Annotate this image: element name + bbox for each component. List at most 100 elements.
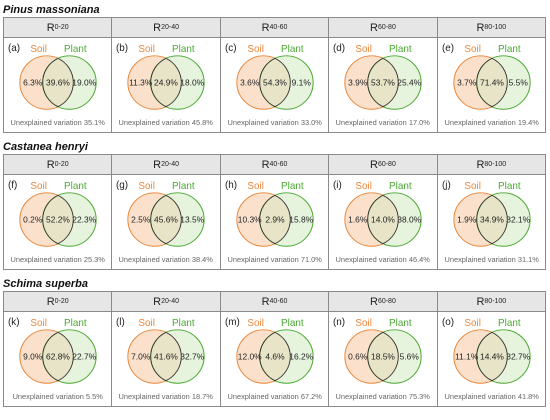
venn-panel: R 20-40 (g) Soil Plant 2.5% 45.6% 13.5% Unexplai…	[112, 155, 221, 270]
depth-range: 60-80	[377, 161, 396, 168]
venn-diagram: (e) Soil Plant 3.7% 71.4% 5.5% Unexplained var…	[442, 43, 539, 127]
overlap-region	[259, 57, 291, 108]
overlap-region	[475, 331, 508, 382]
venn-diagram: (l) Soil Plant 7.0% 41.6% 32.7% Unexplained va…	[116, 317, 214, 401]
panel-letter: (k)	[8, 317, 20, 328]
unexplained-value: 46.4%	[409, 255, 430, 264]
venn-panel: R 40-60 (m) Soil Plant 12.0% 4.6% 16.2% Unexplai…	[220, 292, 330, 407]
plant-value: 5.5%	[508, 78, 528, 88]
venn-diagram: (h) Soil Plant 10.3% 2.9% 15.8% Unexplained va…	[225, 180, 322, 264]
soil-label: Soil	[464, 181, 481, 192]
overlap-region	[42, 194, 74, 245]
venn-diagram: (m) Soil Plant 12.0% 4.6% 16.2% Unexplained va…	[225, 317, 322, 401]
plant-label: Plant	[498, 181, 521, 192]
overlap-region	[367, 194, 399, 245]
depth-header: R 40-60	[220, 292, 329, 312]
soil-value: 0.2%	[23, 215, 43, 225]
depth-header: R 60-80	[329, 292, 437, 312]
section-title: Schima superba	[3, 278, 88, 290]
venn-panel: R 80-100 (j) Soil Plant 1.9% 34.9% 32.1% Unexpla…	[437, 155, 547, 270]
venn-panel: R 0-20 (k) Soil Plant 9.0% 62.8% 22.7% Unexplain…	[4, 292, 113, 407]
soil-label: Soil	[247, 44, 264, 55]
depth-header: R 0-20	[4, 18, 112, 38]
section-title: Castanea henryi	[3, 141, 88, 153]
plant-label: Plant	[389, 318, 412, 329]
overlap-region	[367, 57, 399, 108]
depth-range: 40-60	[269, 298, 288, 305]
depth-header: R 60-80	[329, 18, 437, 38]
soil-value: 3.7%	[457, 78, 477, 88]
venn-panel: R 0-20 (f) Soil Plant 0.2% 52.2% 22.3% Unexplain…	[4, 155, 113, 270]
unexplained-variation: Unexplained variation 18.7%	[119, 392, 214, 401]
shared-value: 62.8%	[46, 352, 70, 362]
plant-value: 38.0%	[398, 215, 422, 225]
unexplained-value: 17.0%	[409, 118, 430, 127]
plant-value: 18.0%	[181, 78, 205, 88]
depth-range: 40-60	[269, 161, 288, 168]
plant-label: Plant	[172, 318, 195, 329]
soil-value: 0.6%	[348, 352, 368, 362]
plant-label: Plant	[172, 181, 195, 192]
depth-base: R	[46, 295, 55, 308]
depth-base: R	[261, 21, 270, 34]
unexplained-value: 67.2%	[301, 392, 322, 401]
unexplained-value: 71.0%	[301, 255, 322, 264]
depth-range: 80-100	[484, 24, 507, 31]
depth-header: R 60-80	[329, 155, 437, 175]
depth-range: 60-80	[377, 24, 396, 31]
plant-value: 9.1%	[291, 78, 311, 88]
venn-panel: R 40-60 (c) Soil Plant 3.6% 54.3% 9.1% Unexplain…	[220, 18, 330, 133]
unexplained-variation: Unexplained variation 25.3%	[11, 255, 106, 264]
soil-value: 11.3%	[130, 78, 154, 88]
depth-base: R	[261, 295, 270, 308]
venn-diagram: (j) Soil Plant 1.9% 34.9% 32.1% Unexplained va…	[442, 180, 539, 264]
plant-value: 13.5%	[181, 215, 205, 225]
unexplained-value: 33.0%	[301, 118, 322, 127]
depth-base: R	[46, 158, 55, 171]
depth-header: R 80-100	[437, 155, 546, 175]
panel-letter: (c)	[225, 43, 237, 54]
plant-label: Plant	[64, 318, 87, 329]
shared-value: 41.6%	[154, 352, 178, 362]
depth-range: 0-20	[54, 161, 69, 168]
unexplained-variation: Unexplained variation 46.4%	[336, 255, 431, 264]
depth-base: R	[369, 295, 378, 308]
venn-diagram: (k) Soil Plant 9.0% 62.8% 22.7% Unexplained va…	[8, 317, 103, 401]
unexplained-label: Unexplained variation	[119, 255, 190, 264]
shared-value: 39.6%	[46, 78, 70, 88]
soil-label: Soil	[247, 318, 264, 329]
shared-value: 24.9%	[154, 78, 178, 88]
plant-value: 22.3%	[72, 215, 96, 225]
venn-diagram: (n) Soil Plant 0.6% 18.5% 5.6% Unexplained var…	[333, 317, 430, 401]
depth-header: R 0-20	[4, 292, 112, 312]
overlap-region	[475, 194, 508, 245]
soil-label: Soil	[356, 44, 373, 55]
panel-letter: (b)	[116, 43, 128, 54]
venn-panel: R 40-60 (h) Soil Plant 10.3% 2.9% 15.8% Unexplai…	[220, 155, 330, 270]
unexplained-label: Unexplained variation	[11, 255, 82, 264]
unexplained-label: Unexplained variation	[227, 255, 298, 264]
plant-label: Plant	[172, 44, 195, 55]
plant-value: 32.7%	[181, 352, 205, 362]
unexplained-value: 35.1%	[84, 118, 105, 127]
unexplained-variation: Unexplained variation 45.8%	[119, 118, 214, 127]
overlap-region	[150, 194, 183, 245]
soil-value: 11.1%	[455, 352, 479, 362]
soil-value: 3.6%	[240, 78, 260, 88]
plant-label: Plant	[64, 181, 87, 192]
depth-base: R	[153, 21, 162, 34]
depth-range: 20-40	[161, 24, 180, 31]
depth-range: 80-100	[484, 161, 507, 168]
venn-diagram: (a) Soil Plant 6.3% 39.6% 19.0% Unexplained va…	[8, 43, 105, 127]
venn-panel: R 60-80 (n) Soil Plant 0.6% 18.5% 5.6% Unexplain…	[329, 292, 438, 407]
depth-range: 20-40	[161, 298, 180, 305]
unexplained-label: Unexplained variation	[336, 255, 407, 264]
depth-base: R	[369, 21, 378, 34]
shared-value: 52.2%	[46, 215, 70, 225]
soil-value: 9.0%	[23, 352, 43, 362]
soil-value: 1.9%	[457, 215, 477, 225]
unexplained-value: 25.3%	[84, 255, 105, 264]
soil-label: Soil	[356, 181, 373, 192]
unexplained-value: 31.1%	[517, 255, 538, 264]
venn-diagram: (c) Soil Plant 3.6% 54.3% 9.1% Unexplained var…	[225, 43, 322, 127]
